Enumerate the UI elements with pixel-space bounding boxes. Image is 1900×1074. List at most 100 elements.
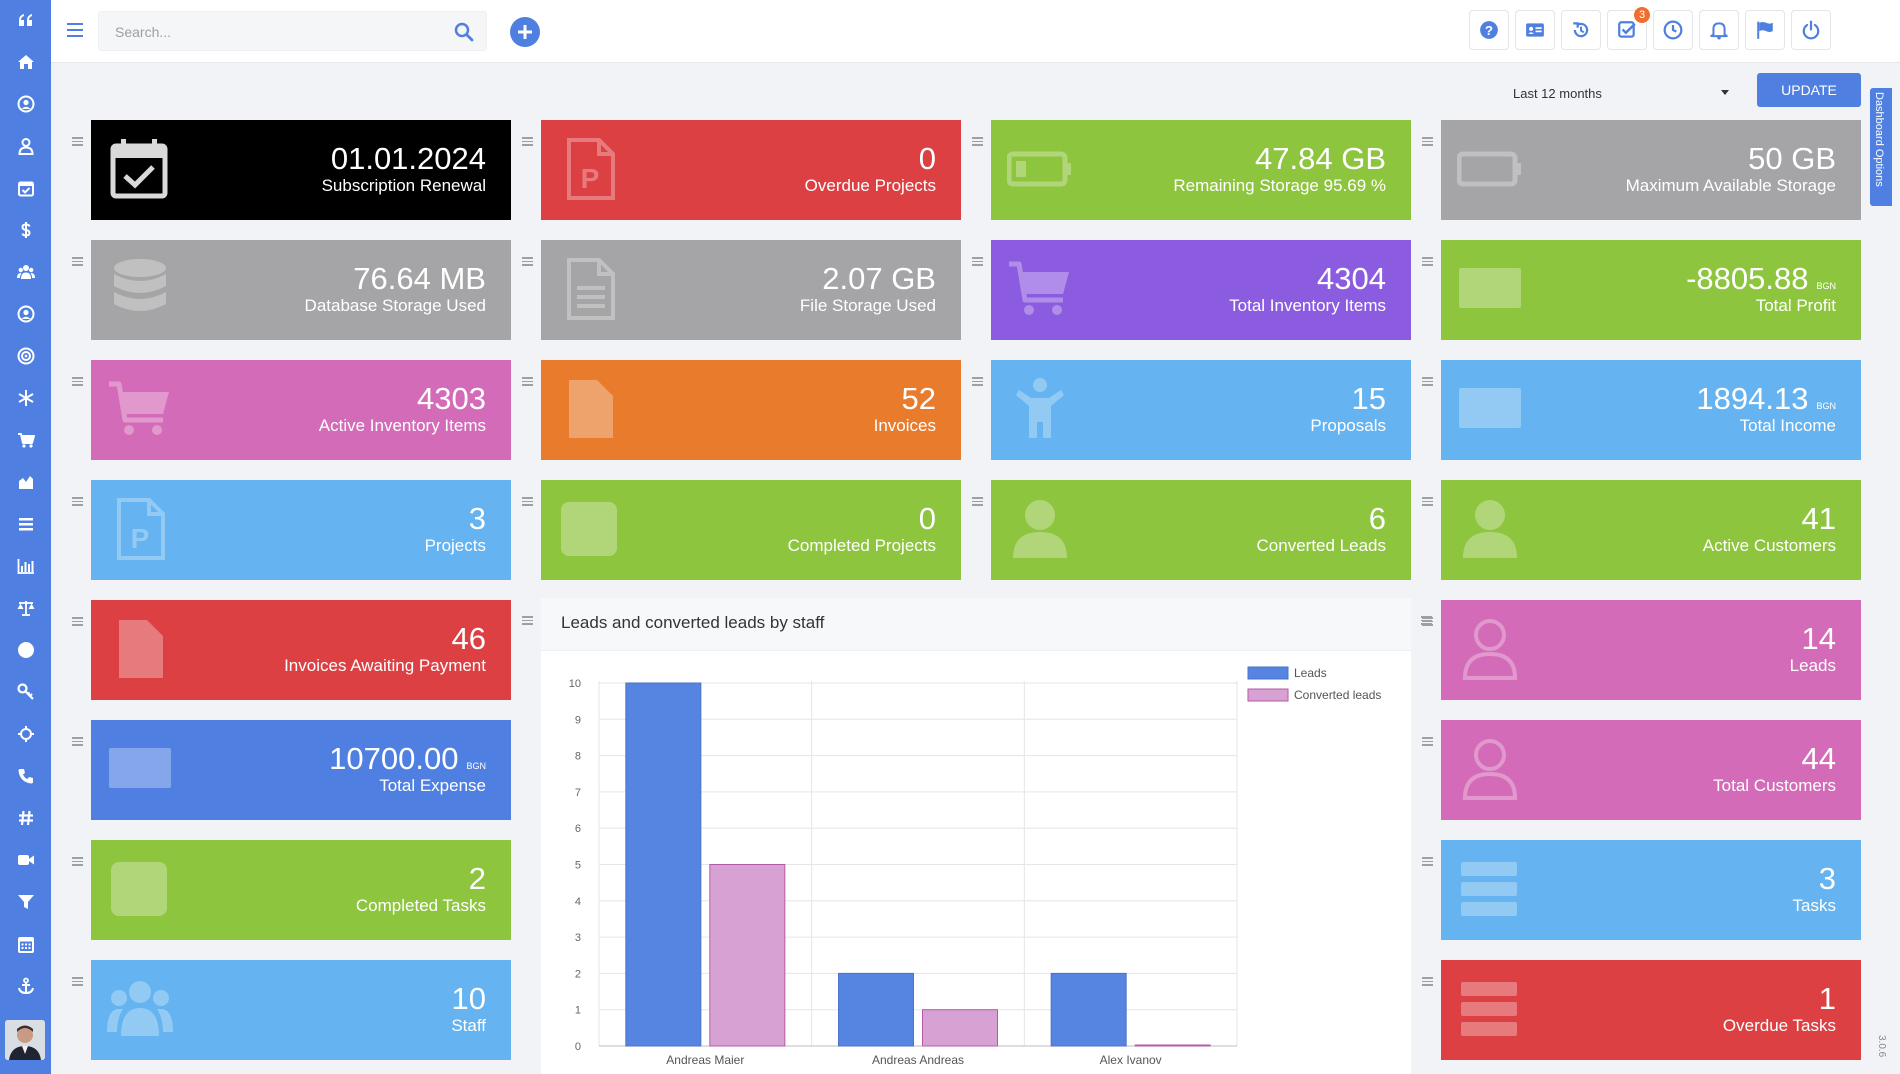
search-input[interactable] — [113, 23, 437, 41]
drag-handle-icon[interactable] — [1422, 377, 1433, 386]
drag-handle-icon[interactable] — [522, 616, 533, 625]
stat-card[interactable]: 76.64 MB Database Storage Used — [91, 240, 511, 340]
drag-handle-icon[interactable] — [1421, 616, 1432, 625]
sidebar-item-anchor[interactable] — [0, 968, 51, 1004]
stat-card[interactable]: 47.84 GB Remaining Storage 95.69 % — [991, 120, 1411, 220]
stat-card[interactable]: 1 1894.13 BGN Total Income — [1441, 360, 1861, 460]
drag-handle-icon[interactable] — [522, 137, 533, 146]
stat-value: 3 — [469, 502, 486, 536]
stat-card[interactable]: P 0 Overdue Projects — [541, 120, 961, 220]
stat-card[interactable]: 50 GB Maximum Available Storage — [1441, 120, 1861, 220]
stat-card[interactable]: 2 Completed Tasks — [91, 840, 511, 940]
drag-handle-icon[interactable] — [522, 377, 533, 386]
sidebar-item-phone[interactable] — [0, 758, 51, 794]
drag-handle-icon[interactable] — [1422, 617, 1433, 626]
help-button[interactable]: ? — [1469, 10, 1509, 50]
video-icon — [17, 855, 34, 865]
stat-card[interactable]: 41 Active Customers — [1441, 480, 1861, 580]
sidebar-item-key[interactable] — [0, 674, 51, 710]
user-outline-icon — [1457, 616, 1523, 682]
sidebar-item-area-chart[interactable] — [0, 464, 51, 500]
sidebar-item-list[interactable] — [0, 506, 51, 542]
sidebar-item-calendar-check[interactable] — [0, 170, 51, 206]
sidebar-item-users[interactable] — [0, 254, 51, 290]
sidebar-item-balance-scale[interactable] — [0, 590, 51, 626]
drag-handle-icon[interactable] — [72, 497, 83, 506]
stat-card[interactable]: 4303 Active Inventory Items — [91, 360, 511, 460]
stat-value-text: 1894.13 — [1696, 381, 1809, 416]
sidebar-item-snowflake[interactable] — [0, 380, 51, 416]
drag-handle-icon[interactable] — [972, 377, 983, 386]
drag-handle-icon[interactable] — [72, 857, 83, 866]
sidebar-item-calendar[interactable] — [0, 926, 51, 962]
svg-text:1: 1 — [1485, 399, 1495, 419]
drag-handle-icon[interactable] — [522, 497, 533, 506]
user-circle-icon — [17, 95, 34, 113]
dashboard-options-tab[interactable]: Dashboard Options — [1870, 88, 1892, 206]
stat-card[interactable]: 4304 Total Inventory Items — [991, 240, 1411, 340]
stat-card[interactable]: 46 Invoices Awaiting Payment — [91, 600, 511, 700]
stat-card[interactable]: 1 Overdue Tasks — [1441, 960, 1861, 1060]
clock-button[interactable] — [1653, 10, 1693, 50]
drag-handle-icon[interactable] — [1422, 257, 1433, 266]
file-text-icon — [557, 256, 623, 322]
stat-card[interactable]: 01.01.2024 Subscription Renewal — [91, 120, 511, 220]
drag-handle-icon[interactable] — [72, 377, 83, 386]
update-button[interactable]: UPDATE — [1757, 73, 1861, 107]
sidebar-item-target[interactable] — [0, 338, 51, 374]
legend-label: Converted leads — [1294, 688, 1381, 702]
avatar[interactable] — [5, 1020, 45, 1060]
bell-button[interactable] — [1699, 10, 1739, 50]
drag-handle-icon[interactable] — [72, 257, 83, 266]
sidebar-item-user-circle[interactable] — [0, 86, 51, 122]
drag-handle-icon[interactable] — [72, 617, 83, 626]
stat-card[interactable]: 15 Proposals — [991, 360, 1411, 460]
period-select[interactable]: Last 12 months — [1503, 74, 1743, 112]
sidebar-item-crosshair[interactable] — [0, 716, 51, 752]
sidebar-item-home[interactable] — [0, 44, 51, 80]
power-button[interactable] — [1791, 10, 1831, 50]
stat-label: Total Income — [1739, 416, 1836, 435]
stat-card[interactable]: 1 -8805.88 BGN Total Profit — [1441, 240, 1861, 340]
history-button[interactable] — [1561, 10, 1601, 50]
sidebar-item-dollar[interactable] — [0, 212, 51, 248]
x-tick-label: Andreas Andreas — [872, 1053, 964, 1067]
quick-add-button[interactable] — [510, 17, 540, 47]
drag-handle-icon[interactable] — [72, 977, 83, 986]
sidebar-item-user-circle[interactable] — [0, 296, 51, 332]
sidebar-item-filter[interactable] — [0, 884, 51, 920]
menu-toggle-icon[interactable] — [67, 22, 85, 38]
stat-card[interactable]: 6 Converted Leads — [991, 480, 1411, 580]
drag-handle-icon[interactable] — [972, 137, 983, 146]
stat-card[interactable]: 1 10700.00 BGN Total Expense — [91, 720, 511, 820]
drag-handle-icon[interactable] — [1422, 137, 1433, 146]
flag-button[interactable] — [1745, 10, 1785, 50]
sidebar-item-hashtag[interactable] — [0, 800, 51, 836]
sidebar-item-cart[interactable] — [0, 422, 51, 458]
drag-handle-icon[interactable] — [1422, 977, 1433, 986]
stat-card[interactable]: P 3 Projects — [91, 480, 511, 580]
drag-handle-icon[interactable] — [1422, 497, 1433, 506]
stat-card[interactable]: 52 Invoices — [541, 360, 961, 460]
drag-handle-icon[interactable] — [522, 257, 533, 266]
drag-handle-icon[interactable] — [972, 257, 983, 266]
sidebar-item-video[interactable] — [0, 842, 51, 878]
stat-card[interactable]: 44 Total Customers — [1441, 720, 1861, 820]
stat-card[interactable]: 3 Tasks — [1441, 840, 1861, 940]
drag-handle-icon[interactable] — [1422, 857, 1433, 866]
id-card-button[interactable] — [1515, 10, 1555, 50]
tasks-button[interactable]: 3 — [1607, 7, 1650, 50]
stat-card[interactable]: 10 Staff — [91, 960, 511, 1060]
sidebar-item-quote[interactable] — [0, 2, 51, 38]
drag-handle-icon[interactable] — [72, 737, 83, 746]
sidebar-item-help[interactable]: ? — [0, 632, 51, 668]
stat-card[interactable]: 14 Leads — [1441, 600, 1861, 700]
sidebar-item-user[interactable] — [0, 128, 51, 164]
search-icon[interactable] — [454, 22, 474, 42]
stat-card[interactable]: 2.07 GB File Storage Used — [541, 240, 961, 340]
drag-handle-icon[interactable] — [1422, 737, 1433, 746]
drag-handle-icon[interactable] — [972, 497, 983, 506]
sidebar-item-bar-chart[interactable] — [0, 548, 51, 584]
drag-handle-icon[interactable] — [72, 137, 83, 146]
stat-card[interactable]: 0 Completed Projects — [541, 480, 961, 580]
